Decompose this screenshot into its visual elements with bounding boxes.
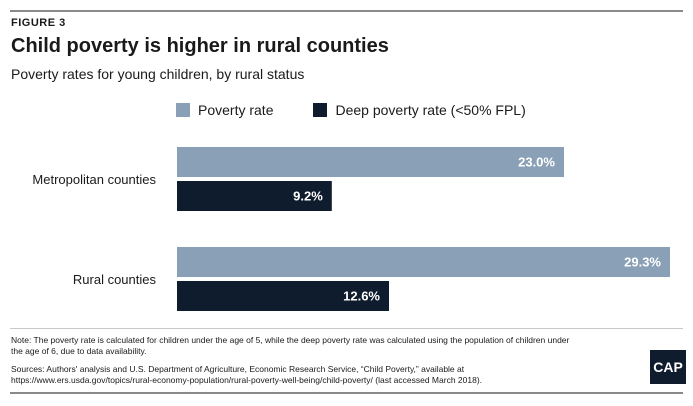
legend-swatch-deep-poverty-rate [313,103,328,117]
footer-sources: Sources: Authors' analysis and U.S. Depa… [11,364,483,385]
legend-swatch-poverty-rate [176,103,190,117]
data-label: 12.6% [343,289,380,304]
legend-label-deep-poverty-rate: Deep poverty rate (<50% FPL) [335,102,526,118]
bar [177,247,670,277]
data-label: 23.0% [518,155,555,170]
category-label: Rural counties [73,272,157,287]
bar [177,281,390,311]
chart-subtitle: Poverty rates for young children, by rur… [11,66,305,82]
category-label: Metropolitan counties [32,172,156,187]
legend: Poverty rate Deep poverty rate (<50% FPL… [176,102,566,118]
legend-item-deep-poverty-rate: Deep poverty rate (<50% FPL) [313,102,526,118]
footer-note: Note: The poverty rate is calculated for… [11,335,570,356]
legend-item-poverty-rate: Poverty rate [176,102,273,118]
data-label: 29.3% [624,255,661,270]
bottom-rule [10,392,683,394]
top-rule [10,10,683,12]
figure-label: FIGURE 3 [11,17,66,29]
legend-label-poverty-rate: Poverty rate [198,102,274,118]
data-label: 9.2% [293,189,323,204]
chart-title: Child poverty is higher in rural countie… [11,35,389,57]
bar [177,181,332,211]
bar-chart: Metropolitan counties 23.0% 9.2% Rural coun… [32,147,670,311]
footer-divider [10,328,683,329]
bar [177,147,564,177]
cap-logo: CAP [650,350,686,384]
